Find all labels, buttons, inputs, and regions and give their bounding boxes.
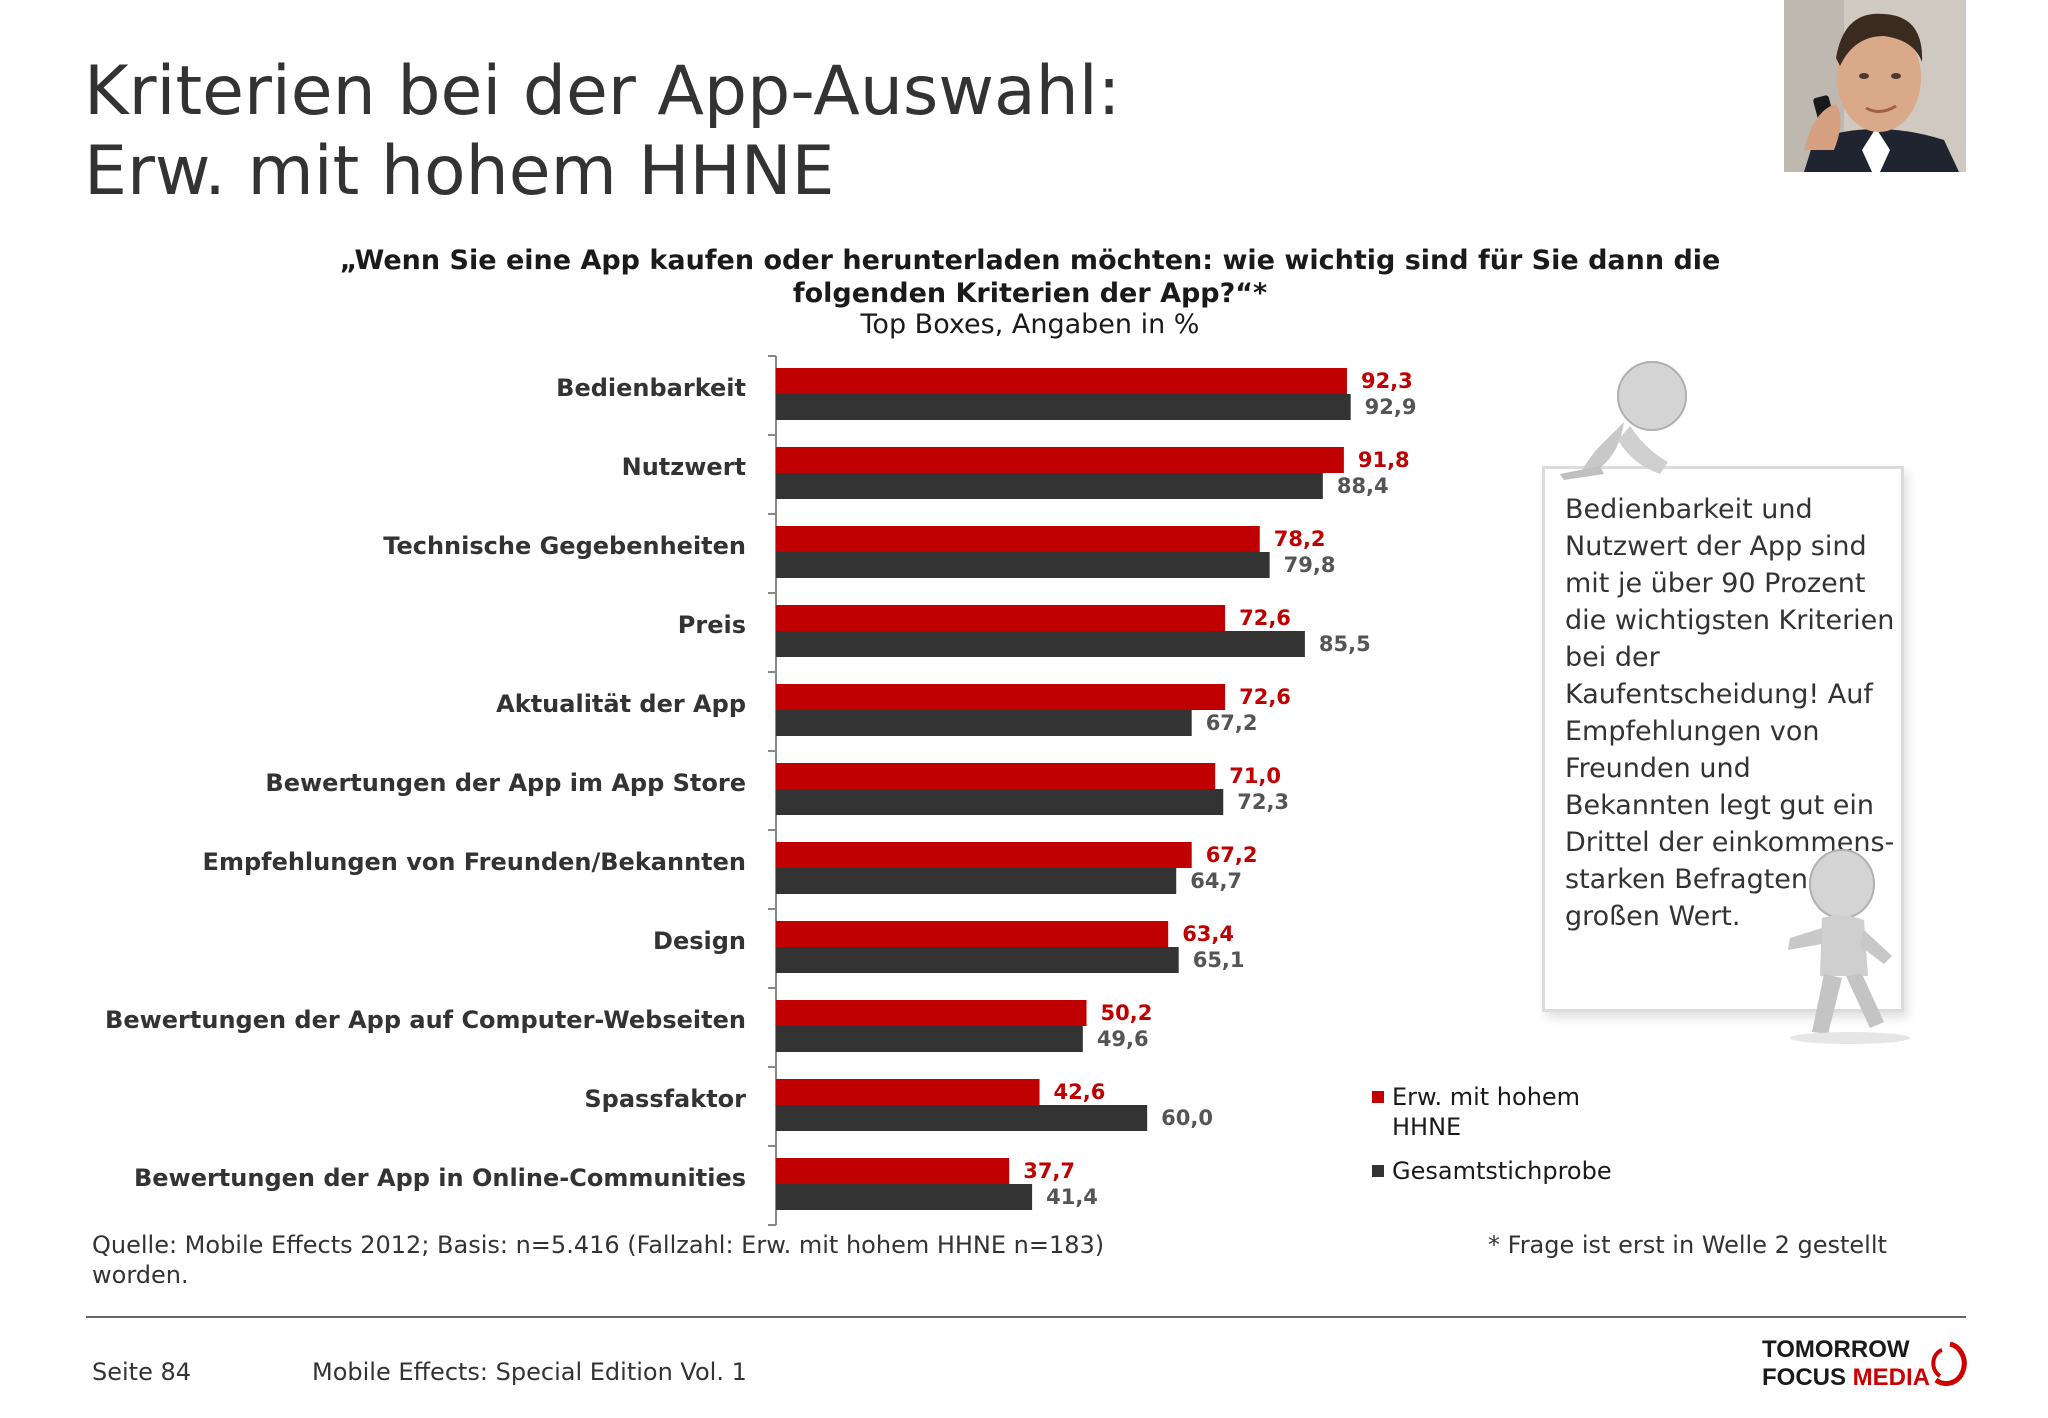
bar-hhne: [776, 1000, 1087, 1026]
bar-gesamt: [776, 1026, 1083, 1052]
value-label-hhne: 63,4: [1182, 922, 1234, 946]
bar-gesamt: [776, 947, 1179, 973]
source-note: Quelle: Mobile Effects 2012; Basis: n=5.…: [92, 1231, 1105, 1289]
bar-hhne: [776, 526, 1260, 552]
bar-gesamt: [776, 789, 1224, 815]
bar-gesamt: [776, 631, 1305, 657]
legend-label-hhne: Erw. mit hohem HHNE: [1392, 1083, 1581, 1141]
bar-gesamt: [776, 868, 1177, 894]
bar-gesamt: [776, 1105, 1148, 1131]
bar-hhne: [776, 763, 1216, 789]
value-label-gesamt: 72,3: [1237, 790, 1289, 814]
value-label-gesamt: 41,4: [1046, 1185, 1098, 1209]
bar-hhne: [776, 368, 1347, 394]
category-label: Empfehlungen von Freunden/Bekannten: [203, 848, 746, 876]
value-label-gesamt: 49,6: [1097, 1027, 1149, 1051]
bar-gesamt: [776, 394, 1351, 420]
legend-swatch-hhne: [1372, 1091, 1384, 1103]
value-label-gesamt: 92,9: [1365, 395, 1417, 419]
footer-divider: [86, 1316, 1966, 1318]
value-label-gesamt: 79,8: [1284, 553, 1336, 577]
value-label-hhne: 42,6: [1054, 1080, 1106, 1104]
figure-pointing-icon: [1788, 849, 1910, 1044]
legend-swatch-gesamt: [1372, 1165, 1384, 1177]
callout-text: Bedienbarkeit und Nutzwert der App sind …: [1565, 494, 1895, 932]
footnote: * Frage ist erst in Welle 2 gestellt: [1488, 1231, 1887, 1259]
category-label: Bewertungen der App in Online-Communitie…: [134, 1164, 746, 1192]
category-label: Bewertungen der App auf Computer-Webseit…: [105, 1006, 746, 1034]
bar-gesamt: [776, 710, 1192, 736]
footer-doc-title: Mobile Effects: Special Edition Vol. 1: [312, 1358, 747, 1386]
bar-hhne: [776, 447, 1344, 473]
value-label-hhne: 50,2: [1101, 1001, 1153, 1025]
page-title: Kriterien bei der App-Auswahl: Erw. mit …: [84, 52, 1684, 212]
chart-subtitle: Top Boxes, Angaben in %: [860, 309, 1200, 340]
logo-media: MEDIA: [1852, 1364, 1931, 1391]
logo-line2: FOCUS MEDIA: [1762, 1364, 1930, 1392]
category-label: Design: [653, 927, 746, 955]
logo-focus: FOCUS: [1762, 1364, 1846, 1391]
value-label-hhne: 67,2: [1206, 843, 1258, 867]
person-photo: [1784, 0, 1966, 172]
category-label: Spassfaktor: [584, 1085, 746, 1113]
category-label: Bewertungen der App im App Store: [265, 769, 746, 797]
bar-hhne: [776, 1158, 1010, 1184]
page-title-line2: Erw. mit hohem HHNE: [84, 132, 835, 211]
legend-item-gesamt: Gesamtstichprobe: [1372, 1156, 1632, 1186]
callout-box: Bedienbarkeit und Nutzwert der App sind …: [1542, 466, 1904, 1012]
chart-question-line2: folgenden Kriterien der App?“*: [792, 278, 1268, 309]
value-label-gesamt: 88,4: [1337, 474, 1389, 498]
legend-item-hhne: Erw. mit hohem HHNE: [1372, 1082, 1632, 1142]
category-label: Technische Gegebenheiten: [383, 532, 746, 560]
bar-hhne: [776, 921, 1169, 947]
value-label-hhne: 92,3: [1361, 369, 1413, 393]
bar-hhne: [776, 842, 1192, 868]
person-on-phone-icon: [1784, 0, 1966, 172]
legend-label-gesamt: Gesamtstichprobe: [1392, 1157, 1612, 1185]
value-label-gesamt: 67,2: [1206, 711, 1258, 735]
bar-gesamt: [776, 473, 1323, 499]
value-label-hhne: 91,8: [1358, 448, 1410, 472]
bar-hhne: [776, 605, 1226, 631]
value-label-hhne: 37,7: [1023, 1159, 1075, 1183]
chart-legend: Erw. mit hohem HHNE Gesamtstichprobe: [1372, 1082, 1632, 1200]
bar-hhne: [776, 1079, 1040, 1105]
chart-question: „Wenn Sie eine App kaufen oder herunterl…: [330, 244, 1730, 310]
value-label-hhne: 72,6: [1239, 685, 1291, 709]
chart-question-line1: „Wenn Sie eine App kaufen oder herunterl…: [339, 245, 1721, 276]
value-label-hhne: 72,6: [1239, 606, 1291, 630]
value-label-gesamt: 65,1: [1193, 948, 1245, 972]
logo-ring-icon: [1931, 1341, 1967, 1387]
category-label: Bedienbarkeit: [556, 374, 746, 402]
value-label-gesamt: 85,5: [1319, 632, 1371, 656]
bar-gesamt: [776, 1184, 1033, 1210]
page-number: Seite 84: [92, 1358, 192, 1386]
logo-line1: TOMORROW: [1762, 1336, 1910, 1363]
category-label: Aktualität der App: [496, 690, 746, 718]
value-label-gesamt: 60,0: [1161, 1106, 1213, 1130]
value-label-hhne: 78,2: [1274, 527, 1326, 551]
category-label: Preis: [678, 611, 746, 639]
tomorrow-focus-media-logo: TOMORROW FOCUS MEDIA: [1762, 1336, 1968, 1396]
bar-gesamt: [776, 552, 1270, 578]
value-label-gesamt: 64,7: [1190, 869, 1242, 893]
bar-hhne: [776, 684, 1226, 710]
figure-sitting-icon: [1560, 361, 1687, 480]
page-title-line1: Kriterien bei der App-Auswahl:: [84, 52, 1121, 131]
category-label: Nutzwert: [622, 453, 746, 481]
value-label-hhne: 71,0: [1229, 764, 1281, 788]
